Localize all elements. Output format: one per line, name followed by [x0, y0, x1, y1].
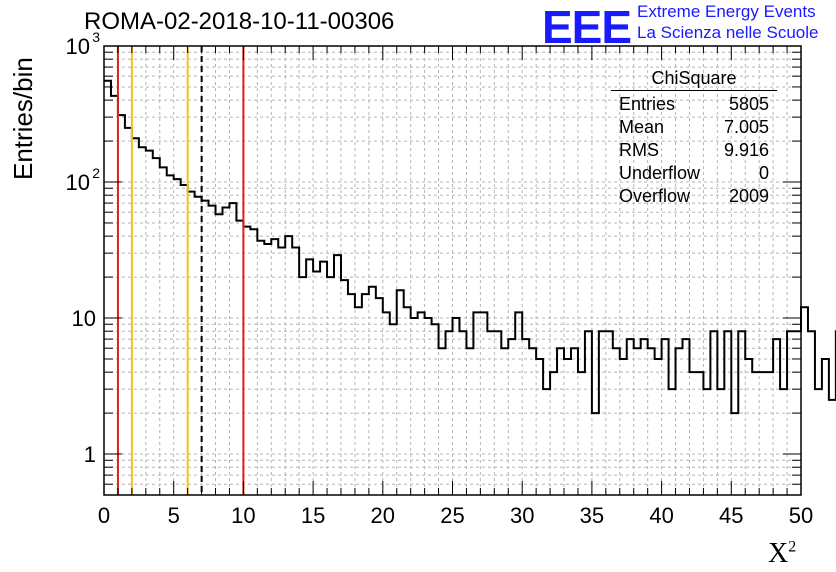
stats-label: RMS: [619, 140, 659, 160]
histogram-outline: [104, 79, 836, 415]
x-tick-label: 45: [719, 503, 743, 528]
x-tick-label: 0: [98, 503, 110, 528]
stats-value: 7.005: [723, 117, 769, 137]
stats-label: Entries: [619, 94, 676, 114]
stats-value: 5805: [728, 94, 769, 114]
x-axis-label-superscript: 2: [788, 538, 797, 556]
x-tick-label: 5: [168, 503, 180, 528]
x-tick-label: 50: [789, 503, 813, 528]
stats-label: Underflow: [619, 163, 701, 183]
x-tick-label: 25: [440, 503, 464, 528]
x-axis-label-symbol: X: [768, 538, 789, 569]
y-tick-label: 10: [66, 170, 90, 195]
stats-row-entries: Entries 5805: [611, 94, 777, 117]
stats-value: 2009: [728, 186, 769, 206]
stats-label: Mean: [619, 117, 665, 137]
x-tick-label: 40: [649, 503, 673, 528]
stats-box-title: ChiSquare: [611, 68, 777, 91]
stats-row-mean: Mean 7.005: [611, 117, 777, 140]
y-tick-label-exponent: 3: [92, 29, 100, 45]
y-tick-label: 10: [66, 34, 90, 59]
x-axis-label: X2: [768, 538, 796, 570]
stats-box: ChiSquare Entries 5805 Mean 7.005 RMS 9.…: [611, 68, 777, 209]
logo-caption-line2: La Scienza nelle Scuole: [637, 23, 819, 42]
stats-value: 0: [758, 163, 769, 183]
y-axis-label: Entries/bin: [8, 57, 38, 180]
stats-label: Overflow: [619, 186, 691, 206]
x-tick-label: 10: [231, 503, 255, 528]
x-tick-label: 35: [580, 503, 604, 528]
logo-caption-line1: Extreme Energy Events: [637, 2, 816, 21]
stats-row-underflow: Underflow 0: [611, 163, 777, 186]
stats-row-overflow: Overflow 2009: [611, 186, 777, 209]
x-tick-label: 20: [371, 503, 395, 528]
y-tick-label: 10: [72, 306, 96, 331]
chart-title: ROMA-02-2018-10-11-00306: [84, 8, 395, 35]
stats-value: 9.916: [723, 140, 769, 160]
eee-logo: EEE: [542, 1, 632, 53]
y-tick-label: 1: [84, 442, 96, 467]
x-tick-label: 15: [301, 503, 325, 528]
x-tick-label: 30: [510, 503, 534, 528]
stats-row-rms: RMS 9.916: [611, 140, 777, 163]
y-tick-label-exponent: 2: [92, 165, 100, 181]
